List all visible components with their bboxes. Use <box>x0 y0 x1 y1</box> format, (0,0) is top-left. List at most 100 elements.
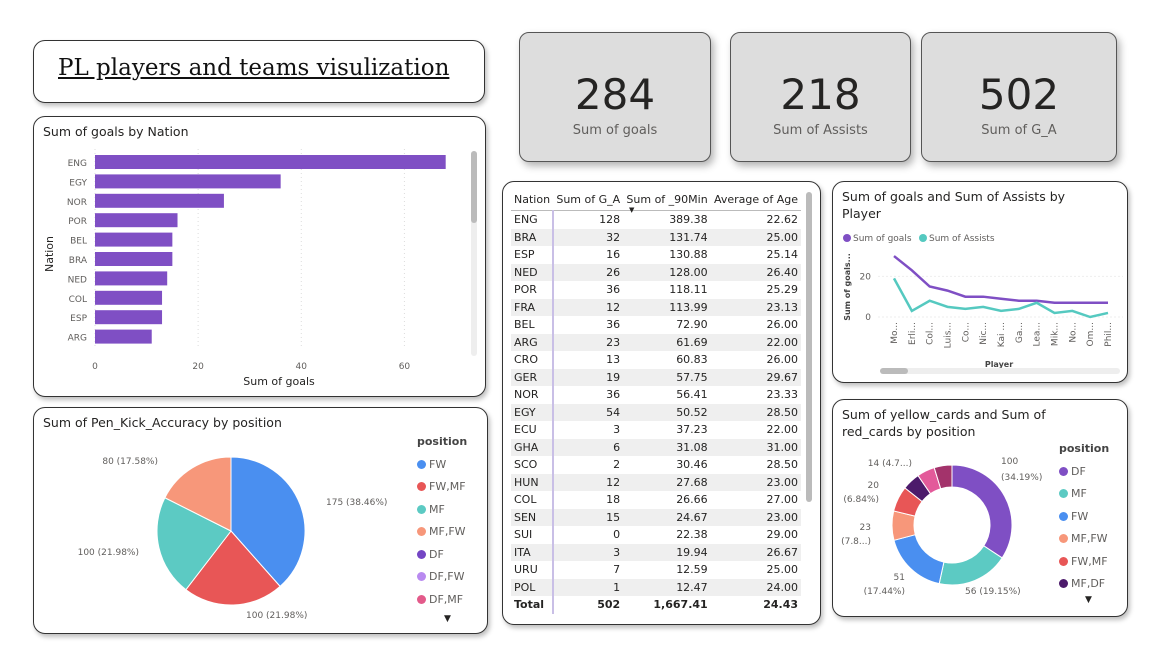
table-cell: NOR <box>511 386 555 404</box>
data-label: (7.8...) <box>841 537 871 547</box>
panel-title: Sum of goals and Sum of Assists by Playe… <box>842 189 1066 221</box>
legend-more-arrow-icon[interactable]: ▼ <box>444 614 451 624</box>
table-cell: 31.00 <box>710 438 801 456</box>
legend-swatch <box>1059 489 1068 499</box>
table-cell: 26.00 <box>766 318 799 331</box>
legend-swatch <box>417 482 426 492</box>
data-label: (34.19%) <box>1001 473 1042 483</box>
donut-slice <box>938 545 1003 586</box>
legend-item[interactable]: FW,MF <box>1059 550 1109 573</box>
table-cell: 0 <box>613 528 621 541</box>
legend-title: position <box>417 435 468 448</box>
table-row[interactable]: BRA 32 131.74 25.00 <box>511 228 801 246</box>
data-label: 23 <box>860 523 871 533</box>
table-row[interactable]: ECU 3 37.23 22.00 <box>511 421 801 439</box>
table-cell: 26.67 <box>710 543 801 561</box>
legend-item[interactable]: FW <box>417 453 467 476</box>
table-cell: 28.50 <box>710 403 801 421</box>
legend-item[interactable]: DF,MF <box>417 588 467 611</box>
table-cell: 19.94 <box>623 543 711 561</box>
table-cell: 113.99 <box>623 298 711 316</box>
scrollbar[interactable] <box>471 151 477 356</box>
table-cell: COL <box>511 491 555 509</box>
legend-swatch <box>919 234 927 242</box>
table-cell: 130.88 <box>669 248 708 261</box>
legend-item[interactable]: FW <box>1059 505 1109 528</box>
y-tick-label: NOR <box>67 198 87 208</box>
table-row[interactable]: ARG 23 61.69 22.00 <box>511 333 801 351</box>
legend-label: FW <box>1071 509 1089 523</box>
sort-desc-icon[interactable]: ▼ <box>629 206 635 214</box>
table-row[interactable]: URU 7 12.59 25.00 <box>511 561 801 579</box>
legend-item[interactable]: MF <box>417 498 467 521</box>
table-row[interactable]: HUN 12 27.68 23.00 <box>511 473 801 491</box>
data-label: 80 (17.58%) <box>102 457 158 467</box>
table-row[interactable]: SUI 0 22.38 29.00 <box>511 526 801 544</box>
column-header[interactable]: Sum of _90Min <box>623 190 711 211</box>
legend-swatch <box>843 234 851 242</box>
table-row[interactable]: NED 26 128.00 26.40 <box>511 263 801 281</box>
legend-item[interactable]: DF <box>417 543 467 566</box>
legend-item[interactable]: FW,MF <box>417 476 467 499</box>
legend-swatch <box>417 459 426 469</box>
table-cell: 26.00 <box>766 353 799 366</box>
table-row[interactable]: POL 1 12.47 24.00 <box>511 578 801 596</box>
table-cell: 23.00 <box>710 473 801 491</box>
data-label: 175 (38.46%) <box>326 498 387 508</box>
column-header[interactable]: Sum of G_A <box>553 190 624 211</box>
table-cell: 1 <box>553 578 624 596</box>
y-tick-label: NED <box>68 275 87 285</box>
table-row[interactable]: POR 36 118.11 25.29 <box>511 281 801 299</box>
x-scrollbar[interactable] <box>880 368 1120 374</box>
legend-more-arrow-icon[interactable]: ▼ <box>1085 595 1092 605</box>
table-row[interactable]: ITA 3 19.94 26.67 <box>511 543 801 561</box>
scrollbar-thumb[interactable] <box>471 151 477 223</box>
table-cell: 16 <box>606 248 621 261</box>
total-cell: 502 <box>597 598 621 611</box>
legend-item[interactable]: MF <box>1059 483 1109 506</box>
donut-slice <box>933 464 953 490</box>
bar <box>95 329 152 344</box>
table-row[interactable]: GHA 6 31.08 31.00 <box>511 438 801 456</box>
table-cell: 12.59 <box>676 563 708 576</box>
y-tick-label: BRA <box>69 256 88 266</box>
legend-item[interactable]: MF,FW <box>417 521 467 544</box>
x-tick-label: Luis... <box>944 322 954 348</box>
legend-item[interactable]: MF,DF <box>1059 573 1109 596</box>
table-row[interactable]: CRO 13 60.83 26.00 <box>511 351 801 369</box>
table-cell: 22.62 <box>766 213 799 226</box>
x-tick-label: Mo... <box>890 322 900 344</box>
table-cell: BRA <box>511 228 555 246</box>
table-row[interactable]: EGY 54 50.52 28.50 <box>511 403 801 421</box>
table-cell: 18 <box>606 493 621 506</box>
line-chart: Sum of goals Sum of Assists 0 20 Mo... Erli..… <box>843 234 1123 369</box>
legend-swatch <box>417 572 426 582</box>
table-row[interactable]: FRA 12 113.99 23.13 <box>511 298 801 316</box>
table-scrollbar[interactable] <box>806 192 812 502</box>
legend-item[interactable]: MF,FW <box>1059 528 1109 551</box>
legend-item[interactable]: DF <box>1059 460 1109 483</box>
donut-legend: position DF MF FW MF,FW FW,MF MF,DF <box>1059 442 1109 595</box>
table-row[interactable]: COL 18 26.66 27.00 <box>511 491 801 509</box>
legend-item[interactable]: DF,FW <box>417 566 467 589</box>
table-cell: 25.29 <box>766 283 799 296</box>
table-row[interactable]: SCO 2 30.46 28.50 <box>511 456 801 474</box>
table-row[interactable]: ENG 128 389.38 22.62 <box>511 210 801 229</box>
table-row[interactable]: ESP 16 130.88 25.14 <box>511 246 801 264</box>
table-cell: 30.46 <box>676 458 708 471</box>
table-cell: 36 <box>606 388 621 401</box>
table-cell: 12 <box>553 298 624 316</box>
table-row[interactable]: BEL 36 72.90 26.00 <box>511 316 801 334</box>
table-cell: GHA <box>511 438 555 456</box>
column-header[interactable]: Nation <box>511 190 554 211</box>
total-cell: 1,667.41 <box>653 598 708 611</box>
legend-label: FW,MF <box>1071 554 1108 568</box>
x-axis-title: Player <box>985 360 1013 369</box>
column-header[interactable]: Average of Age <box>710 190 801 211</box>
table-row[interactable]: NOR 36 56.41 23.33 <box>511 386 801 404</box>
table-cell: 22.00 <box>710 333 801 351</box>
scrollbar-thumb[interactable] <box>880 368 908 374</box>
table-cell: 118.11 <box>669 283 708 296</box>
table-row[interactable]: SEN 15 24.67 23.00 <box>511 508 801 526</box>
table-row[interactable]: GER 19 57.75 29.67 <box>511 368 801 386</box>
